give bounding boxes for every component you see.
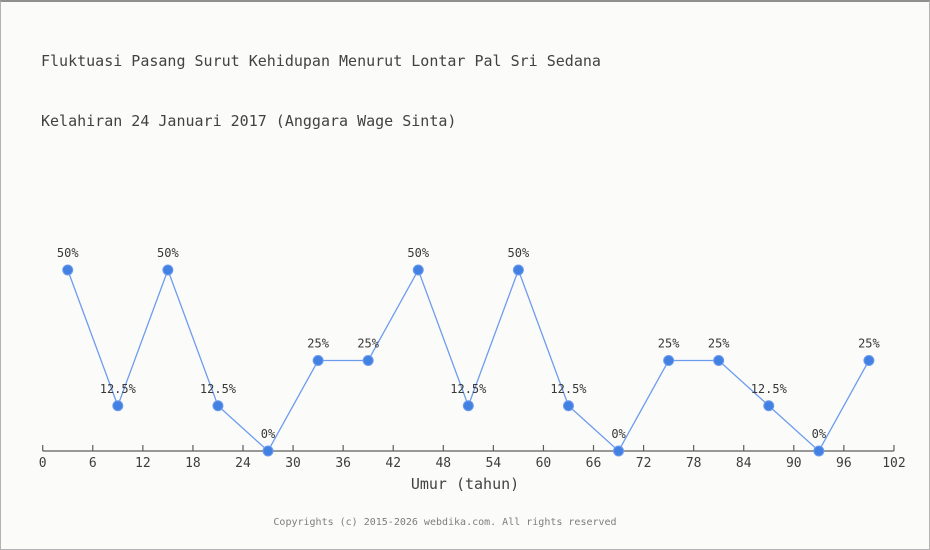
data-point [62,264,74,276]
data-point-label: 12.5% [751,382,788,396]
x-axis-tick-label: 96 [836,456,852,471]
x-axis-tick-label: 84 [736,456,752,471]
data-point-label: 12.5% [100,382,137,396]
x-axis-tick-label: 78 [686,456,702,471]
x-axis-tick-label: 54 [486,456,502,471]
chart-title-line2: Kelahiran 24 Januari 2017 (Anggara Wage … [41,112,457,130]
data-point-label: 25% [658,337,680,351]
data-point [713,355,725,366]
data-point-label: 50% [157,246,179,260]
data-point-label: 50% [57,246,79,260]
data-point [863,355,875,366]
x-axis-tick-label: 12 [135,456,151,471]
data-point [562,400,574,412]
data-point [112,400,124,412]
data-point [813,445,825,457]
data-point [462,400,474,412]
chart-title: Fluktuasi Pasang Surut Kehidupan Menurut… [41,11,601,171]
x-axis-tick-label: 60 [536,456,552,471]
data-point-label: 25% [708,337,730,351]
x-axis-tick-label: 6 [89,456,97,471]
data-point-label: 50% [407,246,429,260]
data-point [312,355,324,366]
copyright-text: Copyrights (c) 2015-2026 webdika.com. Al… [273,517,617,528]
data-point [512,264,524,276]
chart-title-line1: Fluktuasi Pasang Surut Kehidupan Menurut… [41,52,601,70]
data-point-label: 12.5% [200,382,237,396]
data-point [763,400,775,412]
data-point [262,445,274,457]
x-axis-tick-label: 0 [39,456,47,471]
data-point-label: 12.5% [550,382,587,396]
data-point [663,355,675,366]
x-axis-tick-label: 18 [185,456,201,471]
x-axis-tick-label: 36 [335,456,351,471]
data-point-label: 50% [508,246,530,260]
data-point [362,355,374,366]
data-point-label: 12.5% [450,382,487,396]
data-point [212,400,224,412]
data-point-label: 25% [307,337,329,351]
x-axis-tick-label: 30 [285,456,301,471]
data-point [412,264,424,276]
data-point-label: 25% [858,337,880,351]
data-point [613,445,625,457]
data-point [162,264,174,276]
data-point-label: 0% [611,427,626,441]
x-axis-tick-label: 66 [586,456,602,471]
x-axis-tick-label: 48 [435,456,451,471]
data-point-label: 25% [357,337,379,351]
x-axis-tick-label: 24 [235,456,251,471]
series-line [67,268,870,453]
x-axis-tick-label: 90 [786,456,802,471]
x-axis-tick-label: 72 [636,456,652,471]
x-axis-tick-label: 42 [385,456,401,471]
data-point-label: 0% [261,427,276,441]
data-point-label: 0% [812,427,827,441]
x-axis-title: Umur (tahun) [410,475,520,493]
x-axis-tick-label: 102 [882,456,905,471]
